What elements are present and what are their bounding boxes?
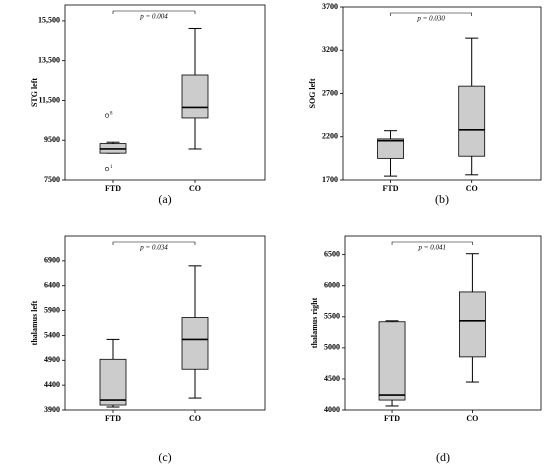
caption: (d) [436, 450, 450, 464]
y-tick-label: 1700 [322, 175, 338, 184]
y-tick-label: 3700 [322, 2, 338, 11]
y-tick-label: 11,500 [38, 95, 60, 104]
y-tick-label: 4900 [44, 355, 60, 364]
x-tick-label: CO [466, 184, 478, 193]
y-tick-label: 5500 [324, 312, 340, 321]
y-tick-label: 13,500 [38, 56, 60, 65]
y-tick-label: 2700 [322, 88, 338, 97]
y-tick-label: 4500 [324, 374, 340, 383]
y-tick-label: 7500 [44, 175, 60, 184]
plot-frame [64, 4, 266, 181]
outlier [104, 113, 110, 118]
y-tick-label: 6900 [44, 256, 60, 265]
y-tick-label: 5000 [324, 343, 340, 352]
significance-bracket [112, 10, 196, 14]
x-tick-label: FTD [384, 414, 400, 423]
y-tick-label: 5900 [44, 305, 60, 314]
box [458, 291, 486, 358]
x-tick-label: CO [189, 414, 201, 423]
significance-bracket [391, 241, 473, 245]
box [378, 321, 406, 401]
box [181, 74, 209, 119]
y-tick-label: 9500 [44, 135, 60, 144]
y-tick-label: 4400 [44, 380, 60, 389]
p-value: p = 0.034 [139, 244, 168, 252]
p-value: p = 0.004 [139, 13, 168, 21]
y-tick-label: 3900 [44, 405, 60, 414]
y-tick-label: 15,500 [38, 16, 60, 25]
y-tick-label: 3200 [322, 45, 338, 54]
box [377, 138, 404, 159]
y-tick-label: 5400 [44, 330, 60, 339]
p-value: p = 0.041 [417, 244, 445, 252]
y-axis-label: STG left [30, 78, 39, 107]
box [99, 358, 127, 406]
y-tick-label: 4000 [324, 405, 340, 414]
p-value: p = 0.030 [416, 15, 445, 23]
plot-frame [344, 235, 542, 411]
plot-frame [342, 6, 542, 181]
y-axis-label: thalamus left [30, 300, 39, 345]
caption: (a) [158, 192, 171, 206]
caption: (b) [435, 192, 449, 206]
y-tick-label: 6500 [324, 249, 340, 258]
x-tick-label: FTD [383, 184, 399, 193]
y-tick-label: 6000 [324, 281, 340, 290]
y-tick-label: 6400 [44, 281, 60, 290]
x-tick-label: CO [466, 414, 478, 423]
significance-bracket [112, 241, 196, 245]
box [458, 85, 486, 157]
caption: (c) [158, 450, 171, 464]
y-axis-label: SOG left [308, 78, 317, 108]
outlier-label: 1 [110, 165, 113, 170]
x-tick-label: FTD [105, 184, 121, 193]
y-axis-label: thalamus right [310, 297, 319, 348]
outlier [104, 166, 110, 172]
significance-bracket [390, 12, 472, 16]
box [181, 317, 209, 370]
x-tick-label: FTD [105, 414, 121, 423]
outlier-label: 8 [110, 112, 113, 117]
y-tick-label: 2200 [322, 132, 338, 141]
plot-frame [64, 235, 266, 411]
x-tick-label: CO [189, 184, 201, 193]
